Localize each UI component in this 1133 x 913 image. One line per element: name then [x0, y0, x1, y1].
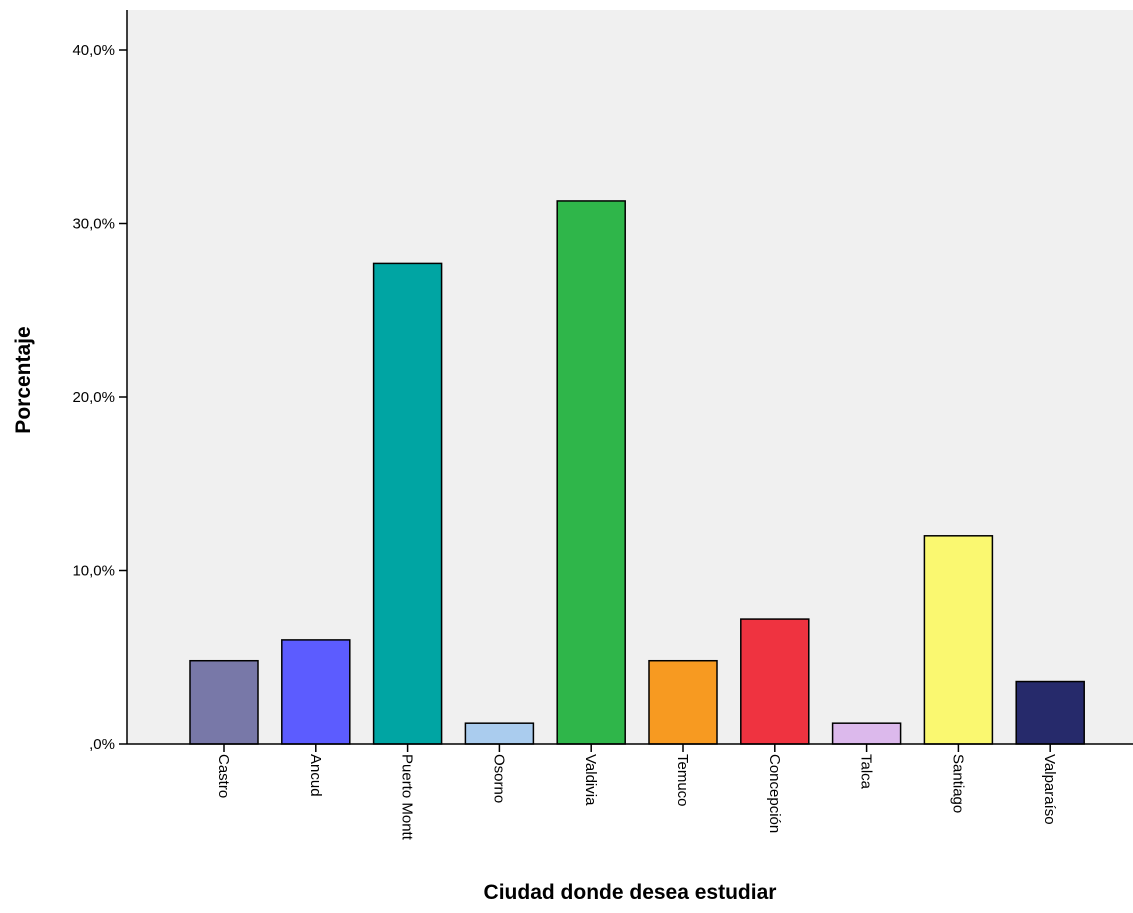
x-tick-label: Santiago — [949, 754, 966, 813]
x-tick-label: Temuco — [674, 754, 691, 807]
bars — [189, 200, 1085, 745]
y-axis-title: Porcentaje — [12, 326, 35, 433]
y-tick-label: 10,0% — [72, 563, 115, 580]
bar-puerto-montt — [372, 262, 443, 745]
x-tick-label: Ancud — [307, 754, 324, 797]
x-tick-label: Castro — [215, 754, 232, 798]
bar-temuco — [648, 659, 718, 745]
x-tick-label: Puerto Montt — [399, 754, 416, 841]
bar-concepción — [740, 618, 810, 745]
x-tick-label: Valdivia — [582, 754, 599, 806]
bar-santiago — [923, 535, 994, 745]
x-axis-title: Ciudad donde desea estudiar — [484, 881, 777, 904]
bar-valdivia — [556, 200, 626, 745]
y-tick-label: 20,0% — [72, 389, 115, 406]
y-tick-label: 40,0% — [72, 42, 115, 59]
x-tick-label: Valparaíso — [1041, 754, 1058, 825]
bar-castro — [189, 659, 259, 745]
bar-ancud — [281, 639, 351, 745]
y-tick-label: 30,0% — [72, 216, 115, 233]
bar-osorno — [464, 722, 535, 745]
bar-talca — [831, 722, 902, 745]
x-tick-label: Talca — [858, 754, 875, 790]
x-tick-label: Osorno — [490, 754, 507, 803]
x-axis-ticks: Castro Ancud Puerto Montt Osorno Valdivia Tem… — [215, 744, 1058, 841]
y-axis-ticks: ,0% 10,0% 20,0% 30,0% 40,0% — [72, 42, 127, 753]
y-tick-label: ,0% — [89, 736, 115, 753]
x-tick-label: Concepción — [766, 754, 783, 833]
bar-valparaíso — [1015, 680, 1085, 745]
